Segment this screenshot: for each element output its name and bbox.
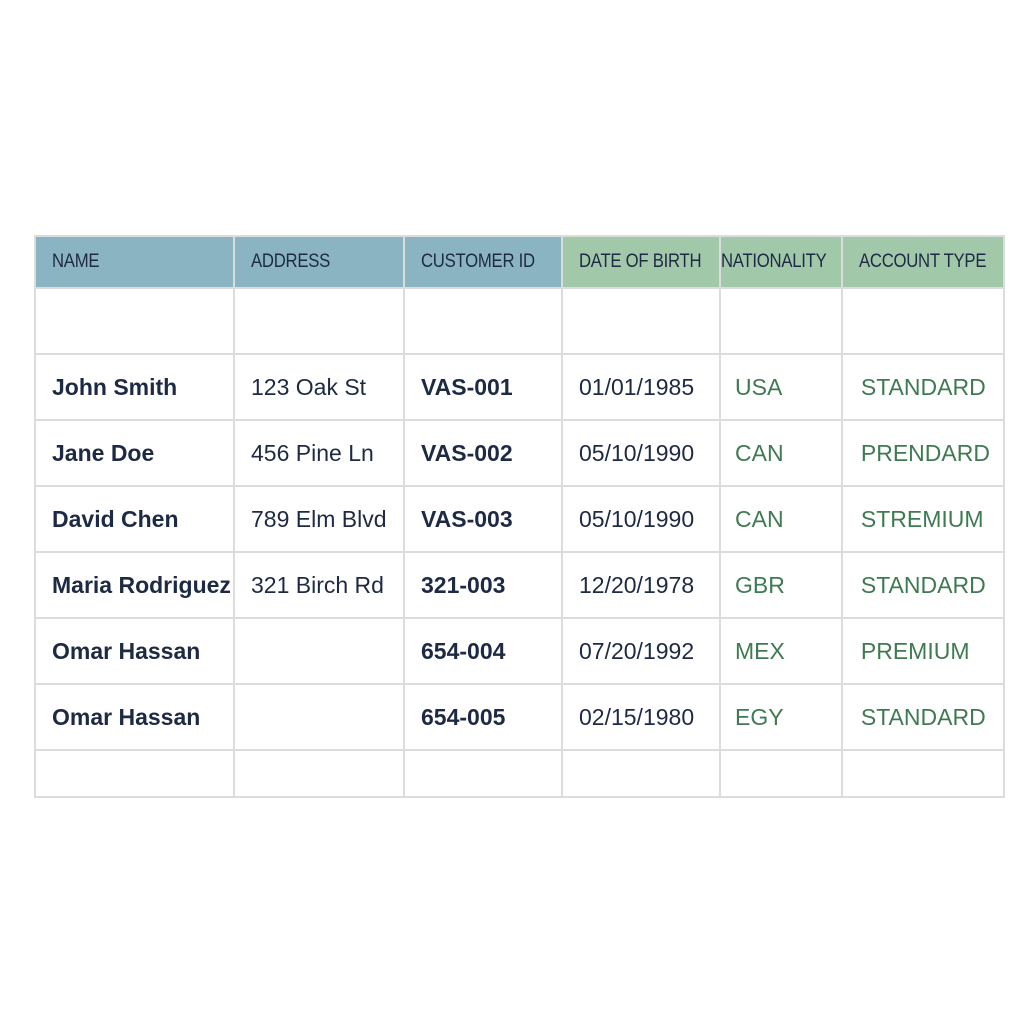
table-row: David Chen 789 Elm Blvd VAS-003 05/10/1990 C… (34, 485, 1006, 553)
cell-name[interactable]: Omar Hassan (34, 617, 235, 685)
cell[interactable] (233, 749, 405, 798)
cell-address[interactable] (233, 683, 405, 751)
cell-name[interactable]: John Smith (34, 353, 235, 421)
header-label: DATE OF BIRTH (579, 251, 702, 272)
cell[interactable] (719, 749, 843, 798)
cell-customer-id[interactable]: VAS-001 (403, 353, 563, 421)
empty-row (34, 749, 1006, 798)
column-header-nationality[interactable]: NATIONALITY (719, 235, 843, 289)
cell[interactable] (719, 287, 843, 355)
cell-date-of-birth[interactable]: 07/20/1992 (561, 617, 721, 685)
cell-name[interactable]: Maria Rodriguez (34, 551, 235, 619)
cell-account-type[interactable]: STANDARD (840, 551, 1006, 619)
cell-address[interactable]: 456 Pine Ln (233, 419, 405, 487)
table-row: Omar Hassan 654-005 02/15/1980 EGY STANDARD (34, 683, 1006, 751)
table-row: Jane Doe 456 Pine Ln VAS-002 05/10/1990 CAN P… (34, 419, 1006, 487)
cell-address[interactable]: 789 Elm Blvd (233, 485, 405, 553)
cell[interactable] (561, 749, 721, 798)
cell[interactable] (34, 287, 235, 355)
cell-customer-id[interactable]: 654-004 (403, 617, 563, 685)
cell-address[interactable] (233, 617, 405, 685)
column-header-date-of-birth[interactable]: DATE OF BIRTH (561, 235, 721, 289)
header-label: NATIONALITY (721, 251, 827, 272)
header-label: ADDRESS (251, 251, 330, 272)
cell-customer-id[interactable]: VAS-002 (403, 419, 563, 487)
cell-name[interactable]: David Chen (34, 485, 235, 553)
cell-nationality[interactable]: CAN (719, 419, 843, 487)
cell-address[interactable]: 123 Oak St (233, 353, 405, 421)
cell-address[interactable]: 321 Birch Rd (233, 551, 405, 619)
column-header-customer-id[interactable]: CUSTOMER ID (403, 235, 563, 289)
cell[interactable] (403, 287, 563, 355)
cell-nationality[interactable]: MEX (719, 617, 843, 685)
cell-date-of-birth[interactable]: 02/15/1980 (561, 683, 721, 751)
cell-customer-id[interactable]: VAS-003 (403, 485, 563, 553)
cell-account-type[interactable]: PREMIUM (840, 617, 1006, 685)
cell[interactable] (233, 287, 405, 355)
column-header-address[interactable]: ADDRESS (233, 235, 405, 289)
empty-row (34, 287, 1006, 355)
cell-account-type[interactable]: STANDARD (840, 683, 1006, 751)
table-row: John Smith 123 Oak St VAS-001 01/01/1985 USA… (34, 353, 1006, 421)
cell[interactable] (840, 749, 1006, 798)
cell-date-of-birth[interactable]: 01/01/1985 (561, 353, 721, 421)
cell-name[interactable]: Jane Doe (34, 419, 235, 487)
cell-date-of-birth[interactable]: 05/10/1990 (561, 419, 721, 487)
column-header-name[interactable]: NAME (34, 235, 235, 289)
cell-nationality[interactable]: GBR (719, 551, 843, 619)
customer-table: NAME ADDRESS CUSTOMER ID DATE OF BIRTH N… (34, 235, 1006, 798)
cell-date-of-birth[interactable]: 12/20/1978 (561, 551, 721, 619)
cell-account-type[interactable]: STANDARD (840, 353, 1006, 421)
header-label: NAME (52, 251, 100, 272)
cell-customer-id[interactable]: 654-005 (403, 683, 563, 751)
cell[interactable] (403, 749, 563, 798)
table-row: Maria Rodriguez 321 Birch Rd 321-003 12/20/… (34, 551, 1006, 619)
table-row: Omar Hassan 654-004 07/20/1992 MEX PREMIUM (34, 617, 1006, 685)
header-label: CUSTOMER ID (421, 251, 535, 272)
cell-name[interactable]: Omar Hassan (34, 683, 235, 751)
column-header-account-type[interactable]: ACCOUNT TYPE (840, 235, 1006, 289)
cell[interactable] (840, 287, 1006, 355)
cell-account-type[interactable]: PRENDARD (840, 419, 1006, 487)
cell-nationality[interactable]: EGY (719, 683, 843, 751)
cell-nationality[interactable]: CAN (719, 485, 843, 553)
cell-account-type[interactable]: STREMIUM (840, 485, 1006, 553)
cell[interactable] (561, 287, 721, 355)
cell-nationality[interactable]: USA (719, 353, 843, 421)
header-label: ACCOUNT TYPE (858, 251, 987, 272)
cell-customer-id[interactable]: 321-003 (403, 551, 563, 619)
cell-date-of-birth[interactable]: 05/10/1990 (561, 485, 721, 553)
header-row: NAME ADDRESS CUSTOMER ID DATE OF BIRTH N… (34, 235, 1006, 289)
cell[interactable] (34, 749, 235, 798)
